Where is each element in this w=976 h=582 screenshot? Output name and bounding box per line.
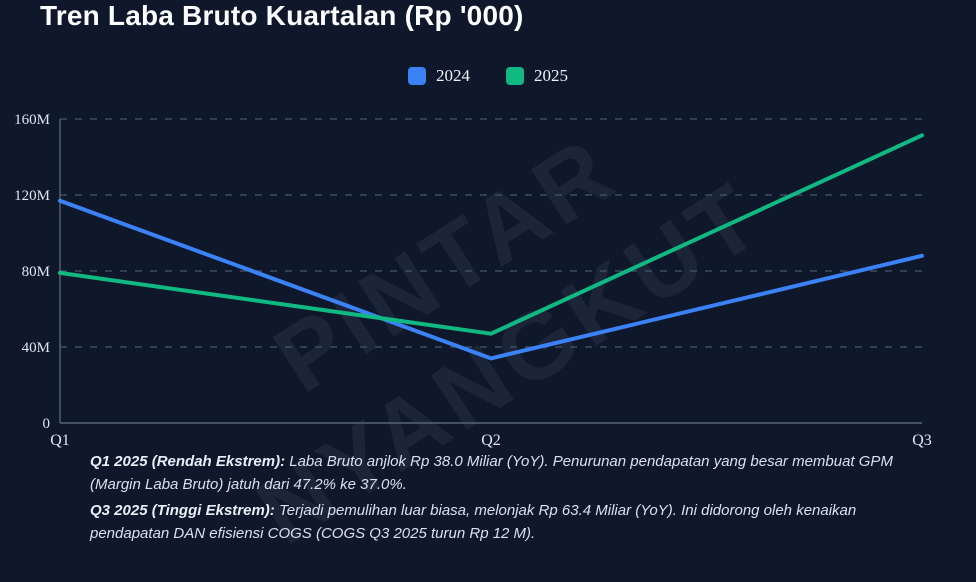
series-line-2024 bbox=[58, 198, 924, 361]
x-tick-label-Q3: Q3 bbox=[912, 432, 932, 449]
legend-swatch-2024-icon bbox=[408, 67, 426, 85]
legend-swatch-2025-icon bbox=[506, 67, 524, 85]
y-tick-label-80M: 80M bbox=[22, 264, 50, 280]
y-tick-label-0: 0 bbox=[43, 416, 51, 432]
annotation-q3-text: Terjadi pemulihan luar biasa, melonjak R… bbox=[90, 502, 857, 542]
annotation-q1-text: Laba Bruto anjlok Rp 38.0 Miliar (YoY). … bbox=[90, 453, 893, 493]
gross-profit-line-chart: 0 40M 80M 120M 160M Q1 Q2 Q3 bbox=[14, 112, 932, 449]
legend-item-2025[interactable]: 2025 bbox=[506, 66, 568, 86]
legend-label-2024: 2024 bbox=[436, 66, 470, 85]
x-tick-label-Q1: Q1 bbox=[50, 432, 70, 449]
chart-title: Tren Laba Bruto Kuartalan (Rp '000) bbox=[40, 0, 524, 31]
x-tick-label-Q2: Q2 bbox=[481, 432, 501, 449]
chart-legend: 2024 2025 bbox=[0, 66, 976, 86]
annotation-q1-label: Q1 2025 (Rendah Ekstrem): bbox=[90, 453, 286, 470]
series-line-2025 bbox=[58, 133, 924, 336]
annotation-q3-label: Q3 2025 (Tinggi Ekstrem): bbox=[90, 502, 275, 519]
chart-annotations: Q1 2025 (Rendah Ekstrem): Laba Bruto anj… bbox=[90, 450, 922, 548]
y-tick-label-40M: 40M bbox=[22, 340, 50, 356]
annotation-q1-2025: Q1 2025 (Rendah Ekstrem): Laba Bruto anj… bbox=[90, 450, 922, 496]
annotation-q3-2025: Q3 2025 (Tinggi Ekstrem): Terjadi pemuli… bbox=[90, 499, 922, 545]
legend-item-2024[interactable]: 2024 bbox=[408, 66, 470, 86]
y-tick-label-160M: 160M bbox=[14, 112, 50, 128]
legend-label-2025: 2025 bbox=[534, 66, 568, 85]
y-tick-label-120M: 120M bbox=[14, 188, 50, 204]
